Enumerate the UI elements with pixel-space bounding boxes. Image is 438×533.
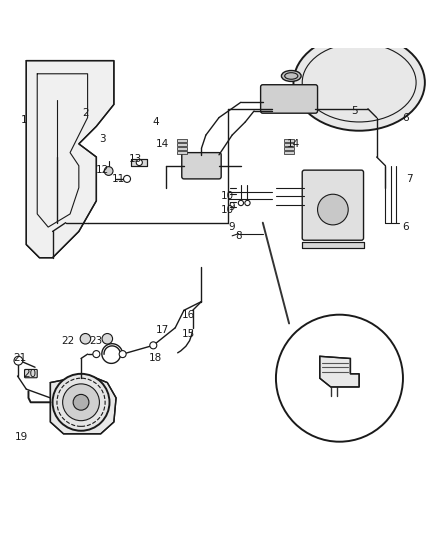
Circle shape: [150, 342, 157, 349]
Circle shape: [93, 351, 100, 358]
Circle shape: [136, 159, 142, 166]
Polygon shape: [26, 61, 114, 258]
Polygon shape: [320, 356, 359, 387]
Text: 23: 23: [90, 336, 103, 346]
Polygon shape: [131, 159, 147, 166]
Text: 7: 7: [406, 174, 413, 184]
Text: 10: 10: [221, 191, 234, 201]
Text: 19: 19: [15, 432, 28, 442]
Circle shape: [14, 356, 23, 365]
Text: 14: 14: [287, 139, 300, 149]
FancyBboxPatch shape: [302, 170, 364, 240]
Ellipse shape: [293, 34, 425, 131]
Text: 20: 20: [23, 369, 36, 379]
Text: 9: 9: [229, 203, 236, 212]
Bar: [284, 143, 294, 146]
Circle shape: [276, 314, 403, 442]
Text: 1: 1: [21, 115, 28, 125]
Text: 2: 2: [82, 108, 89, 118]
Bar: [284, 147, 294, 150]
Bar: [177, 147, 187, 150]
Circle shape: [102, 334, 113, 344]
Circle shape: [53, 374, 110, 431]
Text: 15: 15: [182, 329, 195, 340]
Text: 6: 6: [402, 112, 409, 123]
Polygon shape: [302, 243, 364, 248]
FancyBboxPatch shape: [182, 152, 221, 179]
Text: 6: 6: [402, 222, 409, 232]
Text: 13: 13: [129, 154, 142, 164]
Circle shape: [124, 175, 131, 182]
Text: 18: 18: [149, 353, 162, 364]
Bar: [284, 151, 294, 154]
Text: 3: 3: [99, 134, 106, 144]
Text: 21: 21: [13, 353, 26, 364]
Text: 17: 17: [155, 325, 169, 335]
Circle shape: [119, 351, 126, 358]
Text: 14: 14: [155, 139, 169, 149]
Circle shape: [63, 384, 99, 421]
Ellipse shape: [281, 70, 301, 82]
Bar: [177, 151, 187, 154]
Circle shape: [73, 394, 89, 410]
Circle shape: [104, 167, 113, 175]
Circle shape: [238, 200, 244, 206]
Text: 5: 5: [351, 106, 358, 116]
Bar: [177, 139, 187, 142]
Bar: [284, 139, 294, 142]
Text: 11: 11: [112, 174, 125, 184]
Circle shape: [318, 194, 348, 225]
FancyBboxPatch shape: [261, 85, 318, 113]
Text: 8: 8: [235, 231, 242, 241]
Polygon shape: [50, 378, 116, 434]
Bar: [177, 143, 187, 146]
Text: 9: 9: [229, 222, 236, 232]
FancyBboxPatch shape: [25, 369, 37, 378]
Text: 4: 4: [152, 117, 159, 127]
Circle shape: [80, 334, 91, 344]
Text: 12: 12: [96, 165, 110, 175]
Circle shape: [245, 200, 250, 206]
Text: 10: 10: [221, 205, 234, 215]
Text: 22: 22: [61, 336, 74, 346]
Text: 16: 16: [182, 310, 195, 320]
